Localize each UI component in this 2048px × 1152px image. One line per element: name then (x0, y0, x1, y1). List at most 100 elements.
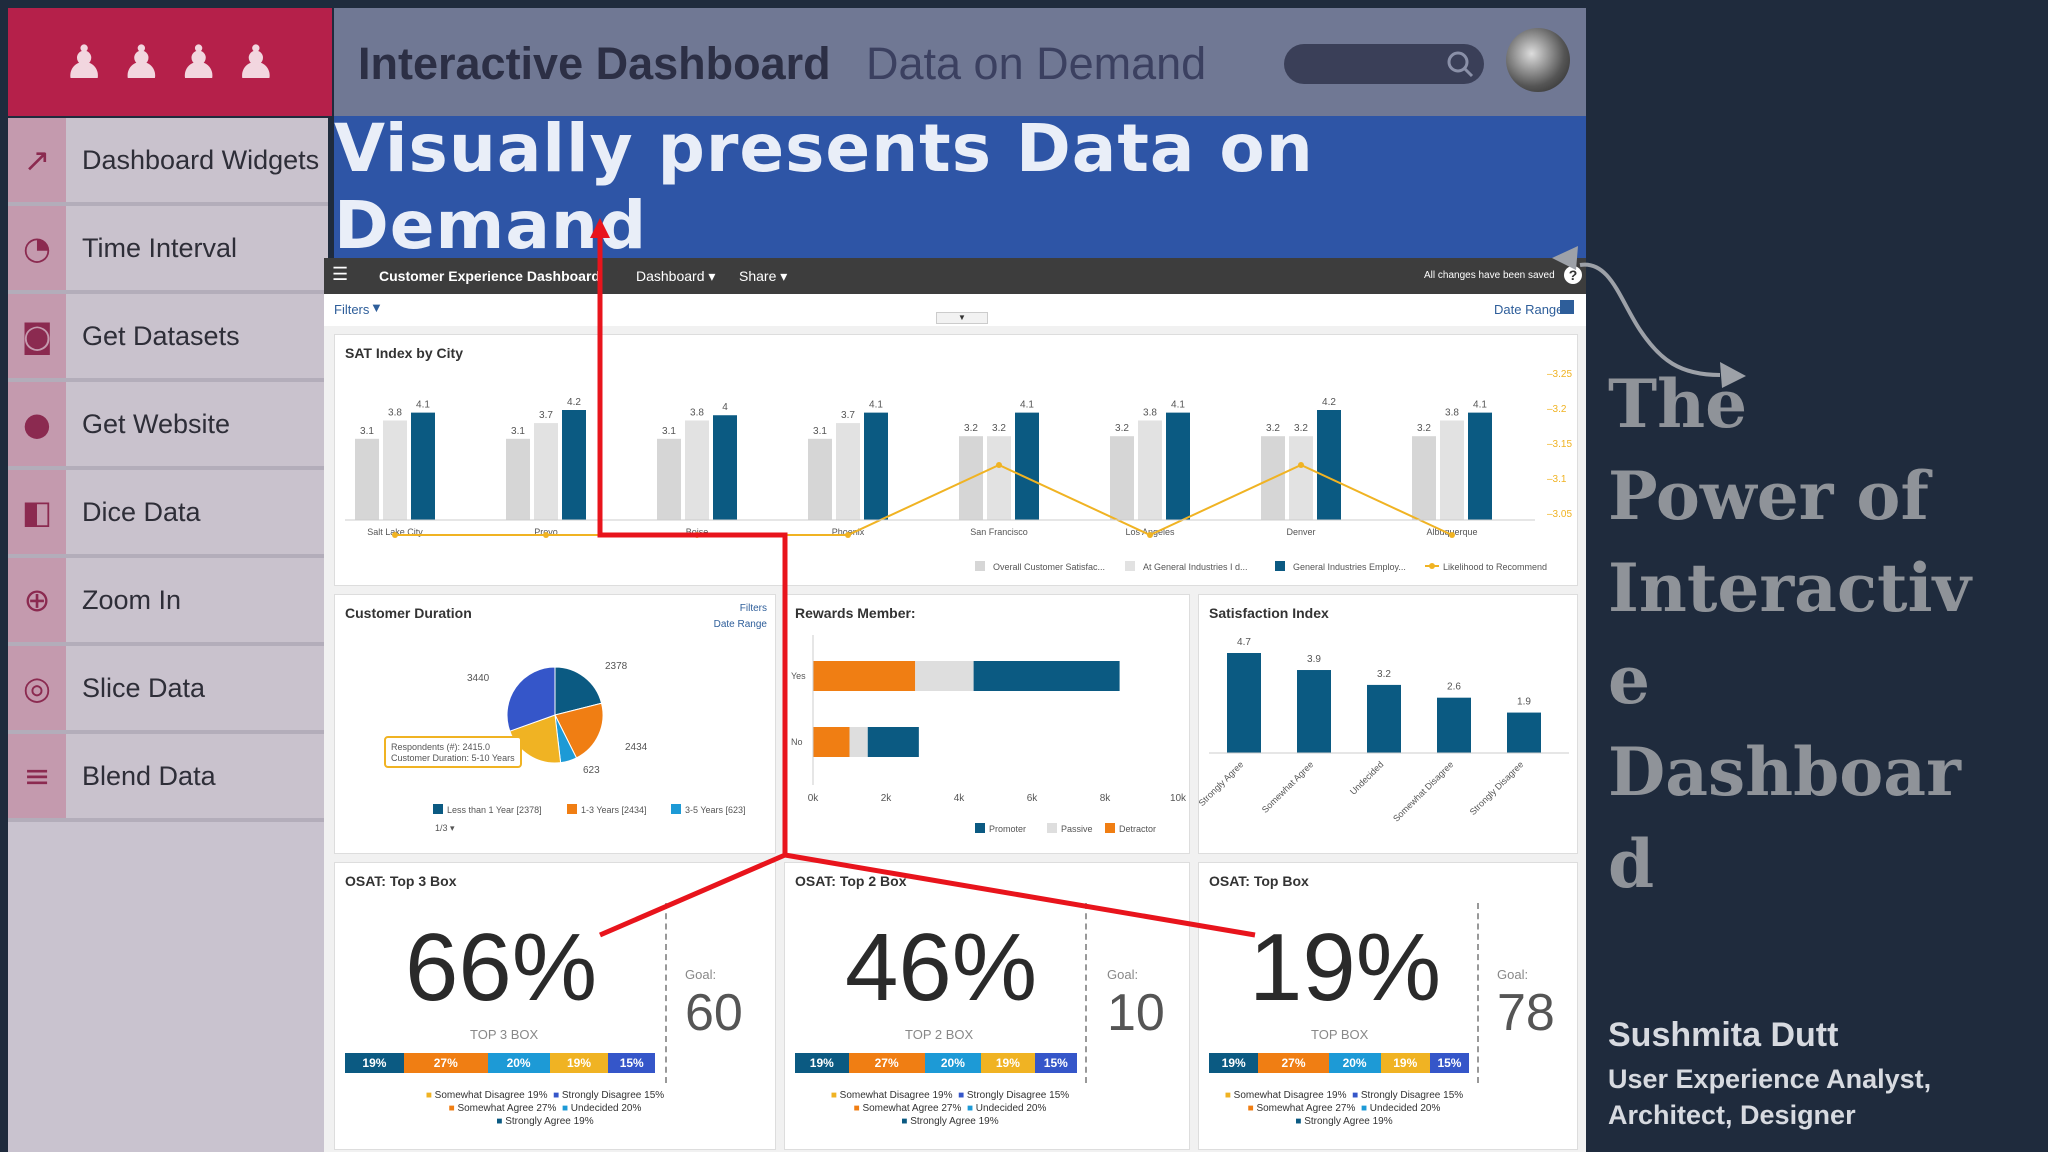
data-label: 3.8 (388, 407, 402, 418)
data-label: 3.1 (813, 426, 827, 437)
banner: Visually presents Data on Demand (334, 110, 1586, 264)
data-label: 3.2 (1417, 423, 1431, 434)
x-tick-label: Strongly Disagree (1468, 759, 1526, 817)
y-tick-label: No (791, 737, 803, 747)
legend-entry: Promoter (989, 824, 1026, 834)
location-pin-icon: ● (8, 382, 66, 466)
x-tick-label: 4k (954, 793, 966, 804)
calendar-icon[interactable] (1560, 300, 1574, 314)
data-label: 4.1 (416, 400, 430, 411)
sidebar-item-slice-data[interactable]: ◎ Slice Data (8, 646, 328, 734)
bar (987, 436, 1011, 520)
data-label: 3.7 (841, 410, 855, 421)
legend-entry: Overall Customer Satisfac... (993, 562, 1105, 572)
bar (562, 410, 586, 520)
slice-label: 3440 (467, 673, 490, 684)
legend-entry: Somewhat Disagree 19% (434, 1090, 548, 1101)
bar-segment (849, 727, 868, 757)
osat-distribution-bar: 19% 27% 20% 19% 15% (1209, 1053, 1469, 1073)
osat-label: TOP 2 BOX (905, 1027, 974, 1042)
hamburger-menu-icon[interactable]: ☰ (332, 264, 349, 284)
legend-entry: Somewhat Agree 27% (862, 1103, 962, 1114)
sidebar-item-get-website[interactable]: ● Get Website (8, 382, 328, 470)
divider (1477, 903, 1479, 1083)
legend-swatch (975, 561, 985, 571)
sidebar: ↗ Dashboard Widgets ◔ Time Interval ◙ Ge… (8, 118, 328, 1152)
bar-segment: 20% (924, 1053, 982, 1073)
data-label: 3.7 (539, 410, 553, 421)
legend-swatch (1275, 561, 1285, 571)
x-tick-label: Strongly Agree (1199, 759, 1245, 808)
sidebar-item-dice-data[interactable]: ◧ Dice Data (8, 470, 328, 558)
data-label: 3.1 (662, 426, 676, 437)
legend-swatch (567, 804, 577, 814)
slice-label: 623 (583, 765, 600, 776)
sidebar-item-blend-data[interactable]: ≡ Blend Data (8, 734, 328, 822)
sidebar-item-get-datasets[interactable]: ◙ Get Datasets (8, 294, 328, 382)
bar (836, 423, 860, 520)
line-point (543, 532, 549, 538)
bar-segment: 15% (608, 1053, 655, 1073)
author-role: User Experience Analyst, (1608, 1064, 1932, 1094)
person-icon: ♟ (178, 35, 220, 89)
osat-value: 46% (845, 914, 1038, 1021)
bar (1437, 697, 1471, 753)
data-label: 4.1 (1171, 400, 1185, 411)
x-tick-label: 10k (1170, 793, 1187, 804)
osat-legend: ■ Somewhat Disagree 19% ■ Strongly Disag… (425, 1090, 665, 1127)
side-title-line: Dashboar (1608, 733, 1961, 811)
bar (1317, 410, 1341, 520)
collapse-toggle[interactable]: ▼ (936, 312, 988, 324)
dashboard-title: Customer Experience Dashboard (379, 268, 600, 284)
filters-button[interactable]: Filters (334, 302, 370, 317)
share-menu[interactable]: Share ▾ (739, 268, 788, 284)
sidebar-item-zoom-in[interactable]: ⊕ Zoom In (8, 558, 328, 646)
osat-distribution-bar: 19% 27% 20% 19% 15% (345, 1053, 655, 1073)
dashboard-menu[interactable]: Dashboard ▾ (636, 268, 716, 284)
satisfaction-index-chart: 4.7 Strongly Agree 3.9 Somewhat Agree 3.2 Und… (1199, 637, 1569, 824)
side-title-line: Interactiv (1608, 549, 1971, 627)
bar-segment: 19% (1209, 1053, 1259, 1073)
data-label: 2.6 (1447, 682, 1461, 693)
osat-top1-panel: OSAT: Top Box 19% TOP BOX Goal: 78 19% 2… (1198, 862, 1578, 1150)
divider (665, 903, 667, 1083)
osat-top2-panel: OSAT: Top 2 Box 46% TOP 2 BOX Goal: 10 1… (784, 862, 1190, 1150)
side-title-line: d (1608, 825, 1655, 903)
search-input[interactable] (1284, 44, 1484, 84)
sidebar-item-time-interval[interactable]: ◔ Time Interval (8, 206, 328, 294)
bar-segment: 19% (345, 1053, 404, 1073)
goal-label: Goal: (685, 967, 717, 982)
side-title-line: e (1608, 641, 1650, 719)
rewards-member-panel: Rewards Member: Yes No 0k 2k 4k 6k 8k 10k Promot… (784, 594, 1190, 854)
sidebar-item-dashboard-widgets[interactable]: ↗ Dashboard Widgets (8, 118, 328, 206)
x-tick-label: Somewhat Disagree (1391, 759, 1455, 823)
bar (1440, 420, 1464, 520)
legend-entry: Less than 1 Year [2378] (447, 805, 542, 815)
bar (1468, 412, 1492, 520)
bar (355, 438, 379, 520)
data-label: 4.7 (1237, 637, 1251, 648)
customer-duration-panel: Customer Duration Filters Date Range 237… (334, 594, 776, 854)
blend-icon: ≡ (8, 734, 66, 818)
bar (864, 412, 888, 520)
help-icon[interactable]: ? (1564, 266, 1582, 284)
line-point (996, 462, 1002, 468)
tooltip-line: Customer Duration: 5-10 Years (391, 753, 515, 763)
bar (657, 438, 681, 520)
data-label: 3.2 (1266, 423, 1280, 434)
search-icon[interactable] (1440, 44, 1480, 84)
date-range-button[interactable]: Date Range (1494, 302, 1564, 317)
pie-slice (506, 666, 556, 732)
avatar[interactable] (1506, 28, 1570, 92)
bar (1297, 670, 1331, 753)
panel-title: OSAT: Top 3 Box (345, 873, 457, 889)
filter-icon[interactable]: ▼ (370, 300, 383, 315)
legend-swatch (1125, 561, 1135, 571)
slice-icon: ◎ (8, 646, 66, 730)
sidebar-item-label: Get Website (82, 408, 231, 439)
legend-entry: Undecided 20% (570, 1103, 642, 1114)
legend-entry: Somewhat Disagree 19% (1233, 1090, 1347, 1101)
line-point (1147, 532, 1153, 538)
bar-segment (915, 661, 974, 691)
line-point (1449, 532, 1455, 538)
